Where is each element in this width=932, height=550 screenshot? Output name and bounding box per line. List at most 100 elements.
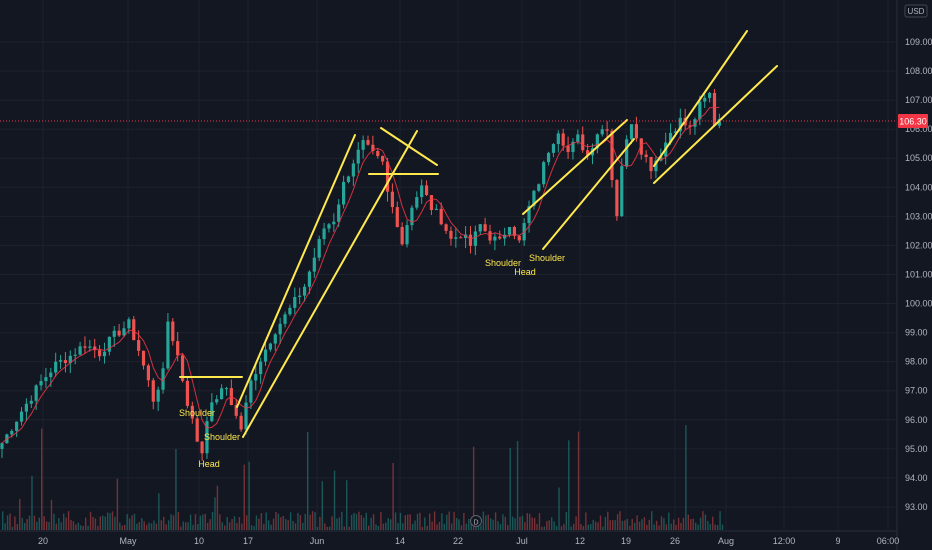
volume-bar — [109, 513, 111, 530]
candle-body — [332, 221, 336, 225]
volume-bar — [521, 515, 524, 530]
candle-body — [468, 234, 473, 246]
volume-bar — [194, 514, 197, 530]
volume-bar — [199, 515, 202, 530]
volume-bar — [248, 461, 250, 530]
dividends-marker[interactable]: D — [470, 515, 482, 527]
volume-bar — [11, 526, 14, 530]
volume-bar — [487, 514, 489, 530]
currency-button[interactable] — [904, 4, 928, 18]
volume-bar — [143, 521, 145, 530]
volume-bar — [565, 512, 568, 530]
candle-body — [473, 231, 477, 246]
volume-bar — [80, 525, 82, 530]
volume-bar — [443, 523, 446, 530]
candle-body — [263, 349, 268, 362]
candle-body — [371, 144, 375, 151]
volume-bar — [38, 517, 40, 530]
volume-bar — [455, 518, 458, 530]
volume-bar — [326, 526, 328, 530]
volume-bar — [148, 522, 150, 530]
trendlines — [179, 30, 778, 438]
volume-bar — [524, 522, 526, 530]
candle-body — [659, 156, 663, 161]
grid — [0, 0, 898, 550]
volume-bar — [289, 512, 292, 530]
candle-body — [429, 195, 434, 211]
x-tick-label: 14 — [395, 536, 405, 546]
volume-bar — [226, 517, 228, 530]
volume-bar — [160, 520, 162, 530]
volume-bar — [233, 516, 236, 530]
volume-bar — [609, 520, 611, 530]
candle-body — [137, 340, 141, 351]
candle-body — [24, 403, 28, 412]
candle-body — [234, 405, 238, 416]
volume-bar — [472, 446, 475, 530]
volume-bar — [45, 521, 48, 530]
volume-bar — [682, 517, 685, 530]
pattern-label: Head — [514, 267, 536, 277]
volume-bar — [97, 525, 99, 530]
volume-bar — [599, 515, 602, 530]
candle-body — [561, 133, 565, 146]
volume-bar — [368, 525, 370, 530]
volume-bar — [292, 520, 294, 530]
y-tick-label: 101.00 — [905, 269, 932, 279]
candle-body — [532, 190, 536, 207]
volume-bar — [636, 515, 638, 530]
volume-bar — [165, 524, 167, 530]
volume-bar — [343, 526, 345, 530]
candle-body — [654, 160, 658, 172]
volume-bar — [189, 514, 192, 530]
volume-bar — [92, 516, 94, 530]
volume-bar — [665, 524, 668, 530]
candle-body — [351, 163, 355, 177]
volume-bar — [106, 512, 109, 530]
volume-bar — [519, 516, 521, 530]
candle-body — [571, 141, 575, 153]
volume-bar — [504, 516, 507, 530]
volume-bar — [138, 522, 141, 530]
candle-body — [98, 350, 102, 357]
candle-body — [288, 307, 292, 315]
candle-body — [224, 388, 229, 390]
volume-bar — [221, 522, 223, 530]
candle-body — [337, 204, 341, 222]
volume-bar — [267, 520, 270, 530]
volume-bar — [23, 522, 26, 530]
volume-bar — [50, 499, 53, 530]
y-tick-label: 107.00 — [905, 95, 932, 105]
pattern-label: Shoulder — [485, 258, 521, 268]
y-tick-label: 94.00 — [905, 473, 928, 483]
volume-bar — [358, 511, 360, 530]
volume-bar — [260, 513, 263, 530]
candle-body — [556, 133, 560, 145]
candle-body — [205, 421, 209, 454]
volume-bar — [270, 524, 272, 530]
x-tick-label: 17 — [243, 536, 253, 546]
volume-bar — [502, 514, 504, 530]
volume-bar — [697, 524, 699, 530]
volume-bar — [407, 514, 409, 530]
candle-body — [546, 152, 551, 163]
volume-bar — [673, 519, 675, 530]
candle-body — [293, 296, 297, 308]
candle-body — [483, 224, 487, 232]
volume-bar — [275, 511, 277, 530]
volume-bar — [511, 516, 514, 530]
volume-bar — [638, 521, 641, 530]
volume-bar — [433, 511, 436, 530]
volume-bar — [265, 512, 267, 530]
last-price-label: 106.30 — [899, 117, 927, 127]
volume-bar — [36, 521, 38, 530]
candle-body — [249, 380, 253, 403]
volume-bar — [485, 515, 487, 530]
volume-bar — [558, 487, 560, 530]
volume-bar — [75, 524, 77, 530]
candle-body — [537, 184, 541, 191]
volume-bar — [448, 511, 450, 530]
volume-bar — [333, 470, 336, 530]
volume-bar — [387, 518, 389, 530]
